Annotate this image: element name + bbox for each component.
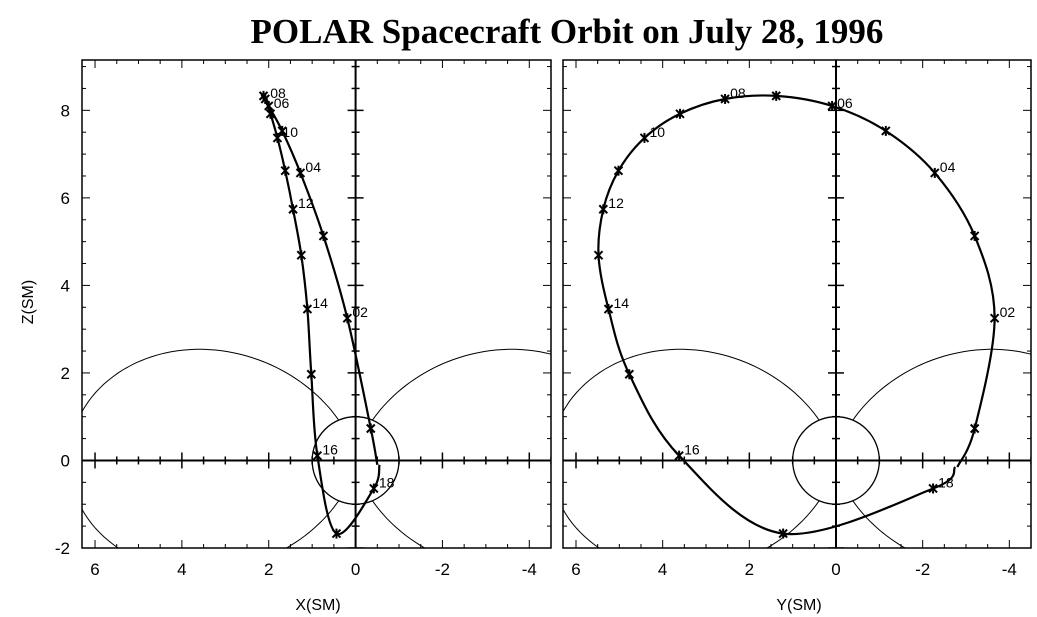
hour-label: 02 xyxy=(1000,304,1016,320)
hour-label: 14 xyxy=(614,295,630,311)
hour-label: 12 xyxy=(608,195,624,211)
orbit-marker-hour-12 xyxy=(598,204,609,215)
hour-label: 16 xyxy=(684,442,700,458)
plot-frame xyxy=(562,59,1032,549)
x-tick-label: 2 xyxy=(745,560,754,579)
orbit-marker-hour-2 xyxy=(989,313,1000,324)
field-line xyxy=(372,348,551,548)
orbit-marker-hour-18 xyxy=(928,483,938,494)
y-tick-label: 6 xyxy=(61,189,70,208)
orbit-marker-hour-8 xyxy=(260,93,270,104)
x-tick-label: 0 xyxy=(351,560,360,579)
plot-frame xyxy=(81,59,552,549)
hour-label: 18 xyxy=(938,474,954,490)
orbit-marker-hour-2 xyxy=(342,313,353,324)
orbit-marker-hour-13 xyxy=(296,250,307,261)
hour-label: 02 xyxy=(352,304,368,320)
hour-label: 10 xyxy=(282,124,298,140)
field-line xyxy=(852,348,1031,548)
orbit-path xyxy=(597,94,996,536)
hour-label: 16 xyxy=(322,442,338,458)
chart-title: POLAR Spacecraft Orbit on July 28, 1996 xyxy=(251,12,884,51)
y-axis-label: Z(SM) xyxy=(20,280,37,324)
x-tick-label: -4 xyxy=(1002,560,1017,579)
orbit-marker-hour-14 xyxy=(302,304,313,315)
orbit-marker-hour-1 xyxy=(969,423,980,434)
orbit-marker-hour-3 xyxy=(318,230,329,241)
orbit-marker-hour-13 xyxy=(593,250,604,261)
x-tick-label: 2 xyxy=(264,560,273,579)
hour-label: 08 xyxy=(730,85,746,101)
plot-area: 02 04 06 08 10 12 14 16 18 xyxy=(563,60,1031,548)
orbit-marker-hour-15 xyxy=(624,369,635,380)
orbit-marker-hour-3 xyxy=(969,230,980,241)
x-tick-label: 6 xyxy=(90,560,99,579)
orbit-marker-hour-16 xyxy=(674,450,684,461)
orbit-marker-hour-11 xyxy=(280,165,290,176)
hour-label: 14 xyxy=(312,295,328,311)
hour-label: 08 xyxy=(270,85,286,101)
x-axis-label-left: X(SM) xyxy=(295,597,340,614)
hour-label: 06 xyxy=(274,95,290,111)
orbit-marker-hour-17 xyxy=(778,528,788,539)
hour-label: 18 xyxy=(379,474,395,490)
orbit-marker-hour-15 xyxy=(306,369,316,380)
orbit-marker-hour-5 xyxy=(277,125,287,136)
orbit-marker-hour-12 xyxy=(288,204,298,215)
hour-label: 06 xyxy=(837,95,853,111)
x-tick-label: -4 xyxy=(522,560,537,579)
orbit-marker-hour-4 xyxy=(930,167,940,178)
orbit-marker-hour-6 xyxy=(827,100,837,111)
orbit-marker-hour-5 xyxy=(881,125,891,136)
y-tick-label: -2 xyxy=(55,539,70,558)
hour-label: 10 xyxy=(649,124,665,140)
orbit-marker-hour-10 xyxy=(639,132,650,143)
y-tick-label: 8 xyxy=(61,101,70,120)
orbit-marker-hour-18 xyxy=(369,483,379,494)
field-line xyxy=(563,348,820,548)
x-tick-label: -2 xyxy=(435,560,450,579)
orbit-marker-hour-9 xyxy=(675,108,685,119)
x-axis-label-right: Y(SM) xyxy=(776,597,821,614)
orbit-marker-hour-9 xyxy=(265,108,276,119)
x-tick-label: 4 xyxy=(177,560,186,579)
orbit-marker-hour-14 xyxy=(603,304,614,315)
orbit-marker-hour-8 xyxy=(720,93,730,104)
x-tick-label: -2 xyxy=(915,560,930,579)
y-tick-label: 4 xyxy=(61,276,70,295)
orbit-marker-hour-11 xyxy=(613,165,624,176)
x-tick-label: 0 xyxy=(831,560,840,579)
x-tick-label: 6 xyxy=(571,560,580,579)
y-tick-label: 2 xyxy=(61,364,70,383)
orbit-marker-hour-7 xyxy=(771,90,781,101)
field-line xyxy=(82,348,340,548)
x-tick-label: 4 xyxy=(658,560,667,579)
orbit-marker-hour-10 xyxy=(272,132,283,143)
y-tick-label: 0 xyxy=(61,451,70,470)
orbit-marker-hour-1 xyxy=(366,423,376,434)
hour-label: 04 xyxy=(940,159,956,175)
hour-label: 12 xyxy=(298,195,314,211)
orbit-marker-hour-4 xyxy=(295,167,306,178)
orbit-marker-hour-16 xyxy=(312,450,323,461)
panel-yz: 02 04 06 08 10 12 14 16 18 6 4 2 0 -2 -4 xyxy=(562,59,1032,579)
hour-label: 04 xyxy=(305,159,321,175)
orbit-marker-hour-17 xyxy=(331,528,342,539)
